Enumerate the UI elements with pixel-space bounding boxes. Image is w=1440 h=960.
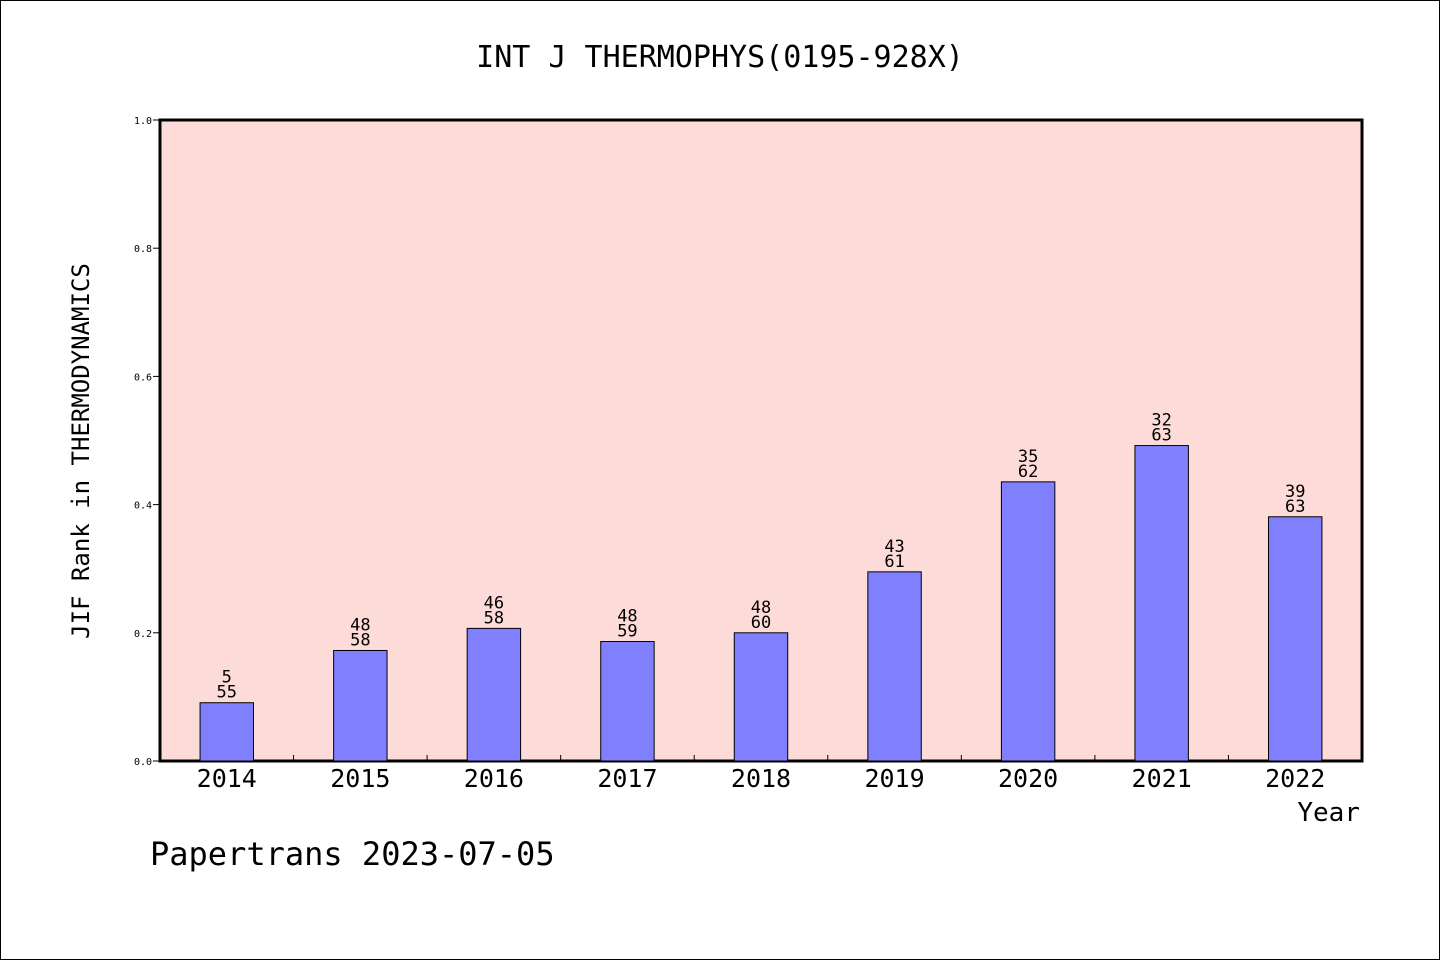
bar [600,641,655,762]
y-tick-label: 0.4 [134,501,152,512]
x-tick-label: 2021 [1132,764,1192,793]
bars-group [199,445,1323,762]
x-axis-label: Year [1297,798,1360,828]
bar-rank-label: 5 [222,668,232,688]
bar-total-label: 60 [751,613,771,633]
y-tick-label: 0.0 [134,757,152,768]
bar [466,627,522,762]
bar [199,702,254,762]
bar-rank-label: 48 [751,598,771,618]
bar-rank-label: 32 [1151,411,1171,431]
chart-title: INT J THERMOPHYS(0195-928X) [476,40,964,75]
bar [1000,481,1056,762]
x-tick-label: 2019 [864,764,924,793]
y-tick-label: 1.0 [134,116,152,127]
x-tick-label: 2022 [1265,764,1325,793]
x-tick-label: 2018 [731,764,791,793]
bar [733,632,789,762]
footer-credit: Papertrans 2023-07-05 [150,835,555,873]
bar [333,649,388,762]
y-tick-label: 0.8 [134,244,152,255]
bar-total-label: 63 [1285,497,1305,517]
bar-total-label: 55 [217,683,237,703]
bar-total-label: 59 [617,622,637,642]
bar-total-label: 63 [1151,426,1171,446]
bar [1268,516,1323,762]
x-tick-label: 2016 [464,764,524,793]
x-tick-label: 2015 [330,764,390,793]
bar [1134,445,1189,762]
bar-rank-label: 48 [617,607,637,627]
y-tick-label: 0.2 [134,629,152,640]
y-axis-label: JIF Rank in THERMODYNAMICS [67,263,95,639]
x-tick-label: 2014 [197,764,257,793]
x-tick-label: 2017 [597,764,657,793]
bar-rank-label: 46 [484,593,504,613]
bar [867,571,922,762]
bar-rank-label: 43 [884,537,904,557]
y-axis-ticks: 0.0 0.2 0.4 0.6 0.8 1.0 [134,116,160,768]
bar-rank-label: 48 [350,615,370,635]
y-tick-label: 0.6 [134,372,152,383]
bar-total-label: 61 [884,552,904,572]
bar-rank-label: 35 [1018,447,1038,467]
bar-total-label: 58 [350,630,370,650]
x-axis-ticks: 2014 2015 2016 2017 2018 2019 2020 2021 2022 [197,755,1325,793]
x-tick-label: 2020 [998,764,1058,793]
bar-rank-label: 39 [1285,482,1305,502]
bar-total-label: 58 [484,608,504,628]
bar-total-label: 62 [1018,462,1038,482]
